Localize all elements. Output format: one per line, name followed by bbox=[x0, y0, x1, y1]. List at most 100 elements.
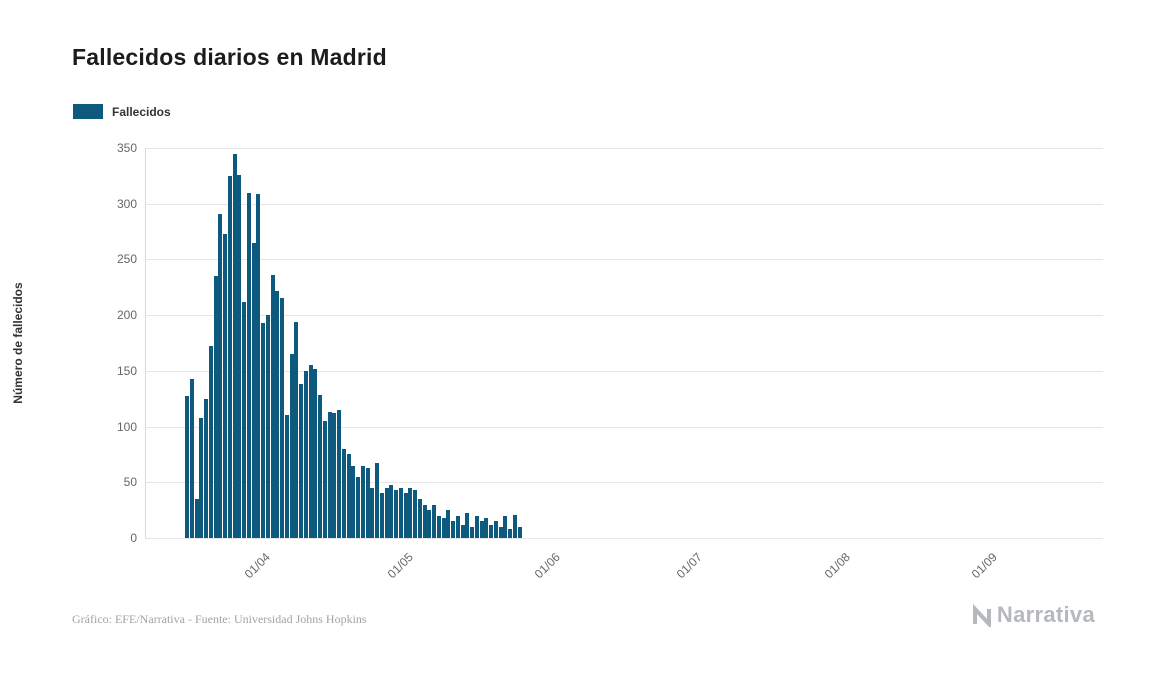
x-axis-tick-label: 01/06 bbox=[531, 550, 563, 582]
bar[interactable] bbox=[517, 526, 522, 538]
legend-swatch bbox=[73, 104, 103, 119]
bar[interactable] bbox=[422, 504, 427, 538]
bar[interactable] bbox=[218, 213, 223, 538]
bar[interactable] bbox=[375, 463, 379, 538]
gridline bbox=[145, 370, 1103, 372]
bar[interactable] bbox=[289, 354, 294, 538]
bar[interactable] bbox=[341, 448, 346, 538]
bar[interactable] bbox=[460, 524, 465, 538]
bar[interactable] bbox=[346, 454, 351, 538]
bar[interactable] bbox=[441, 517, 446, 538]
y-axis-tick-label: 100 bbox=[116, 419, 137, 434]
bar[interactable] bbox=[470, 526, 474, 538]
y-axis-tick-label: 50 bbox=[123, 475, 137, 490]
narrativa-n-icon bbox=[972, 603, 991, 627]
bar[interactable] bbox=[308, 365, 313, 538]
gridline bbox=[145, 148, 1103, 149]
bar[interactable] bbox=[246, 192, 251, 538]
bar[interactable] bbox=[299, 384, 303, 538]
bar[interactable] bbox=[379, 493, 384, 538]
bar[interactable] bbox=[270, 275, 275, 538]
bar[interactable] bbox=[503, 515, 508, 538]
bar[interactable] bbox=[356, 476, 360, 538]
bar[interactable] bbox=[403, 493, 408, 538]
bar[interactable] bbox=[360, 465, 365, 538]
bar[interactable] bbox=[232, 153, 237, 538]
y-axis-tick-label: 0 bbox=[130, 531, 137, 545]
bar[interactable] bbox=[242, 301, 246, 538]
bar[interactable] bbox=[389, 484, 394, 538]
gridline bbox=[145, 538, 1103, 539]
chart-title: Fallecidos diarios en Madrid bbox=[72, 44, 387, 70]
brand-name: Narrativa bbox=[996, 602, 1095, 627]
bar[interactable] bbox=[484, 517, 489, 538]
x-axis-tick-label: 01/07 bbox=[674, 550, 706, 582]
x-axis-tick-label: 01/08 bbox=[821, 550, 853, 582]
bar[interactable] bbox=[337, 409, 341, 538]
x-axis-tick-label: 01/05 bbox=[384, 550, 416, 582]
bar[interactable] bbox=[427, 510, 432, 538]
y-axis-line bbox=[145, 148, 146, 538]
bar[interactable] bbox=[208, 346, 213, 538]
x-axis-tick-label: 01/09 bbox=[968, 550, 1000, 582]
y-axis-tick-label: 150 bbox=[116, 363, 137, 378]
bar[interactable] bbox=[465, 513, 470, 538]
bar[interactable] bbox=[498, 526, 503, 538]
bar[interactable] bbox=[508, 529, 512, 538]
bar[interactable] bbox=[223, 233, 227, 538]
legend-item-fallecidos[interactable]: Fallecidos bbox=[73, 104, 171, 119]
bar[interactable] bbox=[446, 510, 451, 538]
bar[interactable] bbox=[284, 415, 289, 538]
bar[interactable] bbox=[493, 521, 498, 538]
gridline bbox=[145, 426, 1103, 428]
bar[interactable] bbox=[413, 490, 417, 538]
narrativa-logo: Narrativa bbox=[971, 602, 1095, 628]
bar[interactable] bbox=[185, 396, 189, 538]
bar[interactable] bbox=[398, 487, 403, 538]
bar[interactable] bbox=[322, 421, 327, 538]
bar[interactable] bbox=[204, 398, 208, 538]
bar[interactable] bbox=[189, 378, 194, 538]
bar[interactable] bbox=[432, 504, 436, 538]
bar[interactable] bbox=[227, 175, 232, 538]
legend-label: Fallecidos bbox=[112, 104, 171, 119]
y-axis-tick-label: 300 bbox=[116, 196, 137, 211]
bar[interactable] bbox=[417, 499, 422, 538]
bar[interactable] bbox=[474, 515, 479, 538]
bar[interactable] bbox=[318, 395, 322, 538]
bar[interactable] bbox=[275, 290, 280, 538]
bar[interactable] bbox=[265, 315, 270, 538]
chart-credits: Gráfico: EFE/Narrativa - Fuente: Univers… bbox=[72, 612, 367, 626]
bar[interactable] bbox=[455, 515, 460, 538]
bar[interactable] bbox=[512, 514, 517, 538]
bar[interactable] bbox=[365, 467, 370, 538]
bar[interactable] bbox=[199, 417, 204, 538]
bar[interactable] bbox=[194, 499, 199, 538]
bar[interactable] bbox=[327, 412, 332, 538]
x-axis-tick-label: 01/04 bbox=[241, 550, 273, 582]
bar[interactable] bbox=[384, 487, 389, 538]
gridline bbox=[145, 315, 1103, 317]
bar[interactable] bbox=[451, 521, 455, 538]
bar[interactable] bbox=[237, 174, 242, 538]
bar[interactable] bbox=[294, 321, 299, 538]
bar[interactable] bbox=[332, 413, 337, 538]
bar[interactable] bbox=[251, 242, 256, 538]
bar[interactable] bbox=[408, 487, 413, 538]
bar[interactable] bbox=[213, 276, 218, 538]
y-axis-tick-label: 200 bbox=[116, 308, 137, 323]
bar[interactable] bbox=[489, 524, 493, 538]
bar[interactable] bbox=[436, 515, 441, 538]
gridline bbox=[145, 203, 1103, 205]
bar[interactable] bbox=[370, 487, 375, 538]
bar[interactable] bbox=[313, 368, 318, 538]
bar[interactable] bbox=[280, 298, 284, 538]
bar[interactable] bbox=[256, 193, 261, 538]
bar[interactable] bbox=[394, 490, 398, 538]
bar[interactable] bbox=[261, 322, 265, 538]
bar[interactable] bbox=[303, 370, 308, 538]
y-axis-title: Número de fallecidos bbox=[11, 282, 25, 404]
bar[interactable] bbox=[479, 521, 484, 538]
bar[interactable] bbox=[351, 465, 356, 538]
